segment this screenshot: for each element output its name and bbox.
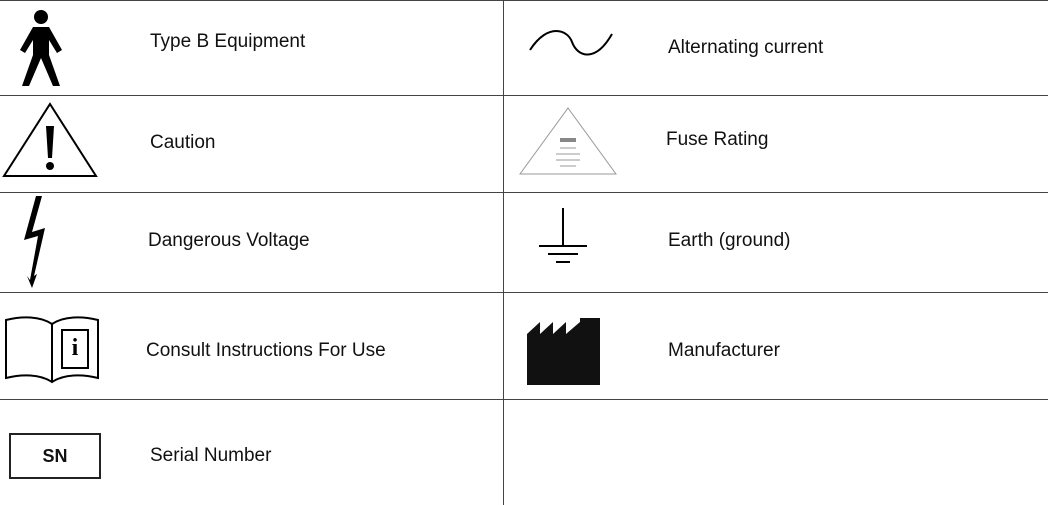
symbol-label: Fuse Rating [666, 129, 768, 150]
symbol-label: Alternating current [668, 37, 824, 58]
manufacturer-icon [527, 318, 600, 385]
symbol-label: Earth (ground) [668, 230, 791, 251]
fuse-icon [519, 107, 617, 175]
caution-icon [2, 102, 98, 177]
ac-icon [529, 30, 613, 56]
symbol-label: Serial Number [150, 445, 272, 466]
svg-text:i: i [72, 335, 79, 361]
serial-icon: SN [9, 433, 101, 479]
type-b-icon [20, 10, 62, 86]
symbol-label: Consult Instructions For Use [146, 340, 386, 361]
symbol-label: Type B Equipment [150, 31, 306, 52]
serial-icon-text: SN [42, 446, 67, 466]
voltage-icon [24, 196, 45, 288]
instructions-icon: i [5, 316, 99, 384]
symbol-label: Dangerous Voltage [148, 230, 310, 251]
symbol-label: Caution [150, 132, 216, 153]
earth-icon [539, 208, 587, 263]
symbol-label: Manufacturer [668, 340, 781, 361]
